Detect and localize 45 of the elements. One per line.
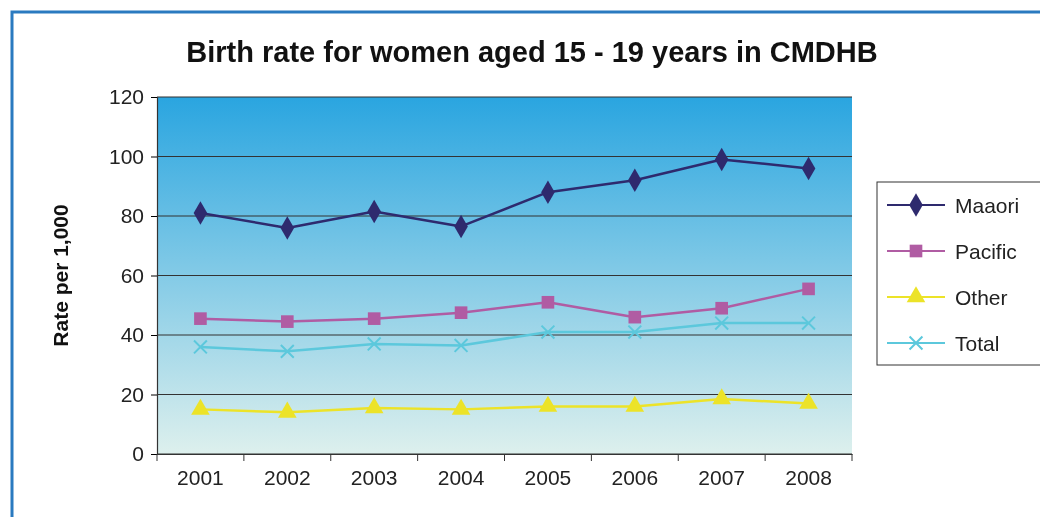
y-axis-title: Rate per 1,000	[49, 204, 72, 347]
point	[799, 392, 818, 409]
point	[191, 398, 210, 415]
point	[366, 336, 382, 352]
chart-title: Birth rate for women aged 15 - 19 years in CMDHB	[186, 36, 878, 68]
legend-label: Maaori	[955, 194, 1020, 217]
y-tick-label: 80	[120, 204, 144, 228]
point	[625, 395, 645, 412]
point	[193, 339, 208, 355]
x-tick-label: 2004	[437, 466, 485, 489]
point	[453, 337, 469, 353]
x-tick-label: 2001	[177, 466, 224, 489]
x-tick-label: 2005	[524, 466, 572, 489]
legend-label: Other	[955, 286, 1008, 309]
point	[279, 343, 295, 359]
y-tick-label: 20	[120, 382, 144, 406]
point	[541, 295, 555, 309]
point	[364, 397, 384, 414]
y-tick-label: 60	[120, 263, 144, 287]
point	[280, 315, 294, 328]
point	[454, 306, 468, 320]
y-tick-label: 100	[108, 144, 144, 168]
point	[627, 324, 643, 340]
point	[628, 310, 642, 324]
y-tick-label: 40	[120, 323, 144, 347]
x-tick-label: 2008	[785, 466, 832, 489]
x-tick-label: 2007	[698, 466, 746, 489]
legend-label: Pacific	[955, 240, 1017, 263]
point	[714, 315, 730, 331]
x-tick-label: 2006	[611, 466, 659, 489]
point	[367, 312, 381, 325]
point	[538, 395, 558, 412]
point	[194, 312, 207, 325]
point	[802, 282, 815, 296]
y-tick-label: 120	[108, 85, 144, 109]
y-tick-label: 0	[132, 442, 144, 466]
point	[715, 301, 729, 315]
point	[451, 398, 471, 415]
point	[712, 388, 731, 405]
point	[278, 401, 297, 418]
point	[540, 324, 556, 340]
x-tick-label: 2003	[350, 466, 398, 489]
legend-label: Total	[955, 332, 1000, 355]
point	[801, 315, 816, 331]
x-tick-label: 2002	[263, 466, 311, 489]
